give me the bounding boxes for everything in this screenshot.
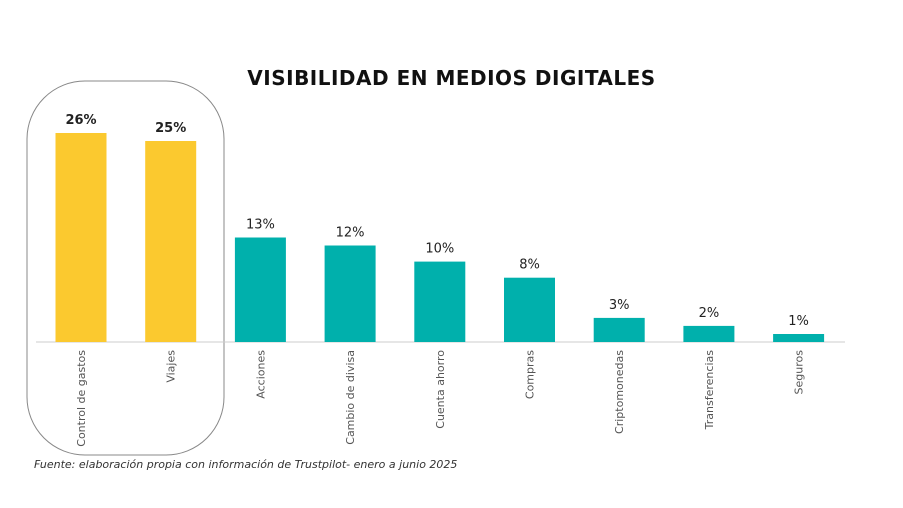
- bar-3: [324, 245, 376, 342]
- source-note: Fuente: elaboración propia con informaci…: [34, 458, 458, 471]
- value-label-7: 2%: [699, 306, 720, 321]
- value-label-0: 26%: [65, 113, 96, 128]
- category-label-4: Cuenta ahorro: [434, 350, 447, 429]
- category-label-1: Viajes: [165, 350, 178, 383]
- chart-title: VISIBILIDAD EN MEDIOS DIGITALES: [247, 66, 656, 90]
- bar-8: [773, 334, 825, 342]
- category-label-3: Cambio de divisa: [344, 350, 357, 445]
- category-label-2: Acciones: [254, 350, 267, 399]
- category-label-5: Compras: [524, 350, 537, 399]
- category-labels-layer: Control de gastos Viajes Acciones Cambio de…: [75, 350, 806, 447]
- category-label-0: Control de gastos: [75, 350, 88, 447]
- bar-2: [234, 237, 286, 342]
- bar-4: [414, 261, 466, 342]
- category-label-8: Seguros: [793, 350, 806, 395]
- category-label-7: Transferencias: [703, 350, 716, 431]
- bar-7: [683, 325, 735, 342]
- bar-5: [504, 277, 555, 342]
- highlight-frame: [26, 80, 225, 456]
- value-label-1: 25%: [155, 121, 186, 136]
- value-labels-layer: 26% 25% 13% 12% 10% 8% 3% 2% 1%: [65, 113, 808, 329]
- value-label-5: 8%: [519, 258, 540, 273]
- bar-6: [593, 317, 645, 342]
- category-label-6: Criptomonedas: [613, 350, 626, 434]
- value-label-8: 1%: [788, 314, 809, 329]
- value-label-3: 12%: [336, 226, 365, 241]
- value-label-6: 3%: [609, 298, 630, 313]
- value-label-2: 13%: [246, 218, 275, 233]
- bar-0: [55, 133, 107, 342]
- value-label-4: 10%: [425, 242, 454, 257]
- bars-layer: [55, 133, 825, 342]
- bar-1: [145, 141, 197, 342]
